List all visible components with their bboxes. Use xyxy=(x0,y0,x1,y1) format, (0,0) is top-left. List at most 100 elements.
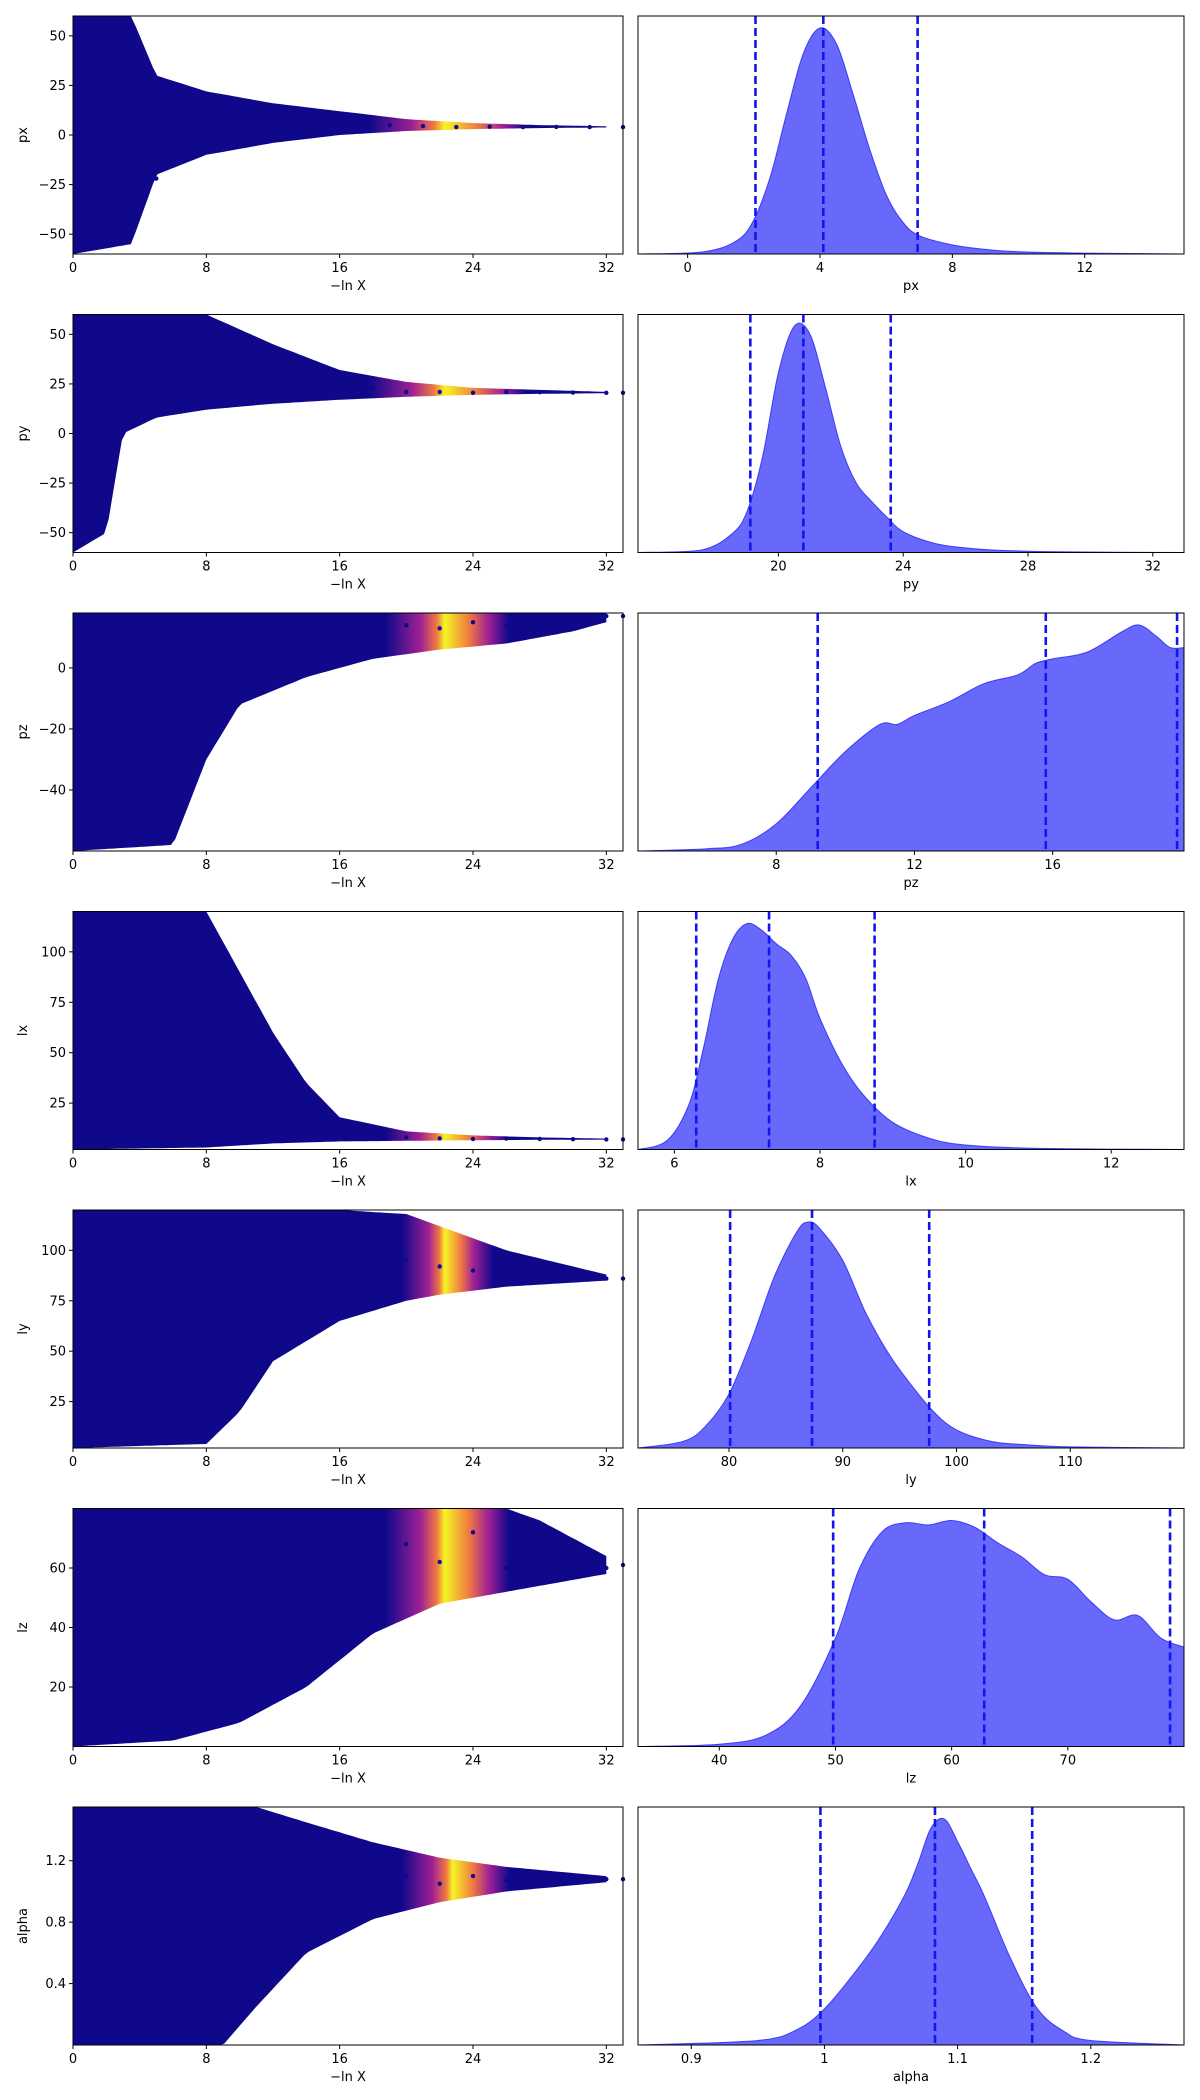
x-tick-label: 16 xyxy=(331,858,348,873)
kde-panel-pz: 8 12 16 pz xyxy=(637,612,1185,891)
scatter-point xyxy=(237,1308,242,1314)
kde-area xyxy=(637,27,1185,255)
x-axis-label: alpha xyxy=(893,2070,929,2085)
kde-panel-alpha: 0.9 1 1.1 1.2 alpha xyxy=(637,1806,1185,2085)
x-axis-label: −ln X xyxy=(330,279,366,294)
scatter-point xyxy=(237,1966,242,1971)
x-tick-label: 1.1 xyxy=(947,2052,968,2067)
y-tick-label: 50 xyxy=(49,1345,66,1360)
scatter-point xyxy=(112,1935,117,1940)
scatter-point xyxy=(404,389,409,395)
scatter-point xyxy=(504,1136,509,1141)
axes-frame xyxy=(637,612,1185,852)
x-tick-label: 24 xyxy=(465,2052,482,2067)
y-tick-label: −20 xyxy=(39,722,66,737)
axes-frame xyxy=(72,1806,624,2046)
y-tick-label: 0 xyxy=(58,129,66,144)
scatter-point xyxy=(570,390,576,395)
scatter-point xyxy=(112,421,117,426)
x-tick-label: 0 xyxy=(69,2052,77,2067)
scatter-point xyxy=(95,1536,101,1541)
x-tick-label: 0 xyxy=(69,858,77,873)
trace-density-area xyxy=(73,1210,607,1448)
x-tick-label: 80 xyxy=(721,1455,738,1470)
scatter-point xyxy=(470,1268,476,1273)
scatter-point xyxy=(537,1875,542,1880)
x-axis-label: −ln X xyxy=(330,876,366,891)
trace-panel-ly: 0 8 16 24 32 100 75 50 25 −ln X ly xyxy=(16,1209,626,1488)
x-axis-label: ly xyxy=(905,1473,917,1488)
scatter-point xyxy=(570,1276,576,1281)
scatter-point xyxy=(270,1238,276,1243)
y-tick-label: 40 xyxy=(49,1621,66,1636)
scatter-point xyxy=(170,371,176,377)
scatter-point xyxy=(112,156,117,161)
y-tick-label: 75 xyxy=(49,996,66,1011)
y-tick-label: 20 xyxy=(49,1681,66,1696)
trace-density-area xyxy=(73,16,607,254)
kde-area xyxy=(637,1817,1185,2046)
x-tick-label: 70 xyxy=(1060,1754,1077,1769)
x-tick-label: 0 xyxy=(69,560,77,575)
scatter-point xyxy=(320,116,326,122)
scatter-point xyxy=(95,1827,101,1833)
y-tick-label: 1.2 xyxy=(45,1854,66,1869)
scatter-point xyxy=(170,969,176,975)
axes-frame xyxy=(72,1209,624,1449)
x-tick-label: 16 xyxy=(331,261,348,276)
y-axis-label: py xyxy=(16,425,31,441)
scatter-point xyxy=(304,375,309,381)
scatter-point xyxy=(137,1580,142,1586)
scatter-point xyxy=(170,2012,176,2017)
x-tick-label: 16 xyxy=(331,2052,348,2067)
scatter-point xyxy=(95,1111,101,1116)
x-tick-label: 12 xyxy=(906,858,923,873)
scatter-point xyxy=(570,1559,576,1565)
y-tick-label: 60 xyxy=(49,1562,66,1577)
scatter-point xyxy=(112,1655,117,1660)
y-tick-label: 25 xyxy=(49,377,66,392)
y-tick-label: 25 xyxy=(49,1097,66,1112)
scatter-point xyxy=(470,620,476,625)
trace-density-area xyxy=(73,314,607,553)
scatter-point xyxy=(337,1131,342,1136)
scatter-point xyxy=(270,1100,276,1106)
x-tick-label: 0 xyxy=(683,261,691,276)
x-tick-label: 8 xyxy=(202,1754,210,1769)
scatter-point xyxy=(129,77,134,82)
scatter-point xyxy=(270,383,276,389)
scatter-point xyxy=(304,659,309,664)
axes-frame xyxy=(637,314,1185,553)
y-axis-label: lx xyxy=(16,1025,31,1037)
y-tick-label: 25 xyxy=(49,79,66,94)
y-axis-label: pz xyxy=(16,724,31,739)
axes-frame xyxy=(72,911,624,1150)
x-tick-label: 12 xyxy=(1103,1157,1120,1172)
x-tick-label: 24 xyxy=(465,858,482,873)
scatter-point xyxy=(204,391,209,396)
x-axis-label: −ln X xyxy=(330,1175,366,1190)
x-tick-label: 60 xyxy=(943,1754,960,1769)
x-tick-label: 24 xyxy=(465,1455,482,1470)
scatter-point xyxy=(437,1264,442,1269)
x-tick-label: 32 xyxy=(598,1157,615,1172)
scatter-point xyxy=(79,990,84,995)
scatter-point xyxy=(437,389,442,395)
x-tick-label: 12 xyxy=(1076,261,1093,276)
x-tick-label: 24 xyxy=(465,261,482,276)
scatter-point xyxy=(570,620,576,625)
trace-panel-alpha: 0 8 16 24 32 1.2 0.8 0.4 −ln X alpha xyxy=(16,1806,626,2085)
scatter-point xyxy=(204,1090,209,1096)
kde-area xyxy=(637,922,1185,1150)
scatter-point xyxy=(112,757,117,762)
x-tick-label: 16 xyxy=(1044,858,1061,873)
scatter-point xyxy=(112,929,117,934)
x-axis-label: py xyxy=(903,578,919,593)
scatter-point xyxy=(112,1369,117,1374)
scatter-point xyxy=(304,1121,309,1126)
x-tick-label: 0 xyxy=(69,261,77,276)
x-tick-label: 32 xyxy=(598,2052,615,2067)
x-tick-label: 10 xyxy=(957,1157,974,1172)
kde-panel-lx: 6 8 10 12 lx xyxy=(637,911,1185,1190)
x-tick-label: 40 xyxy=(711,1754,728,1769)
